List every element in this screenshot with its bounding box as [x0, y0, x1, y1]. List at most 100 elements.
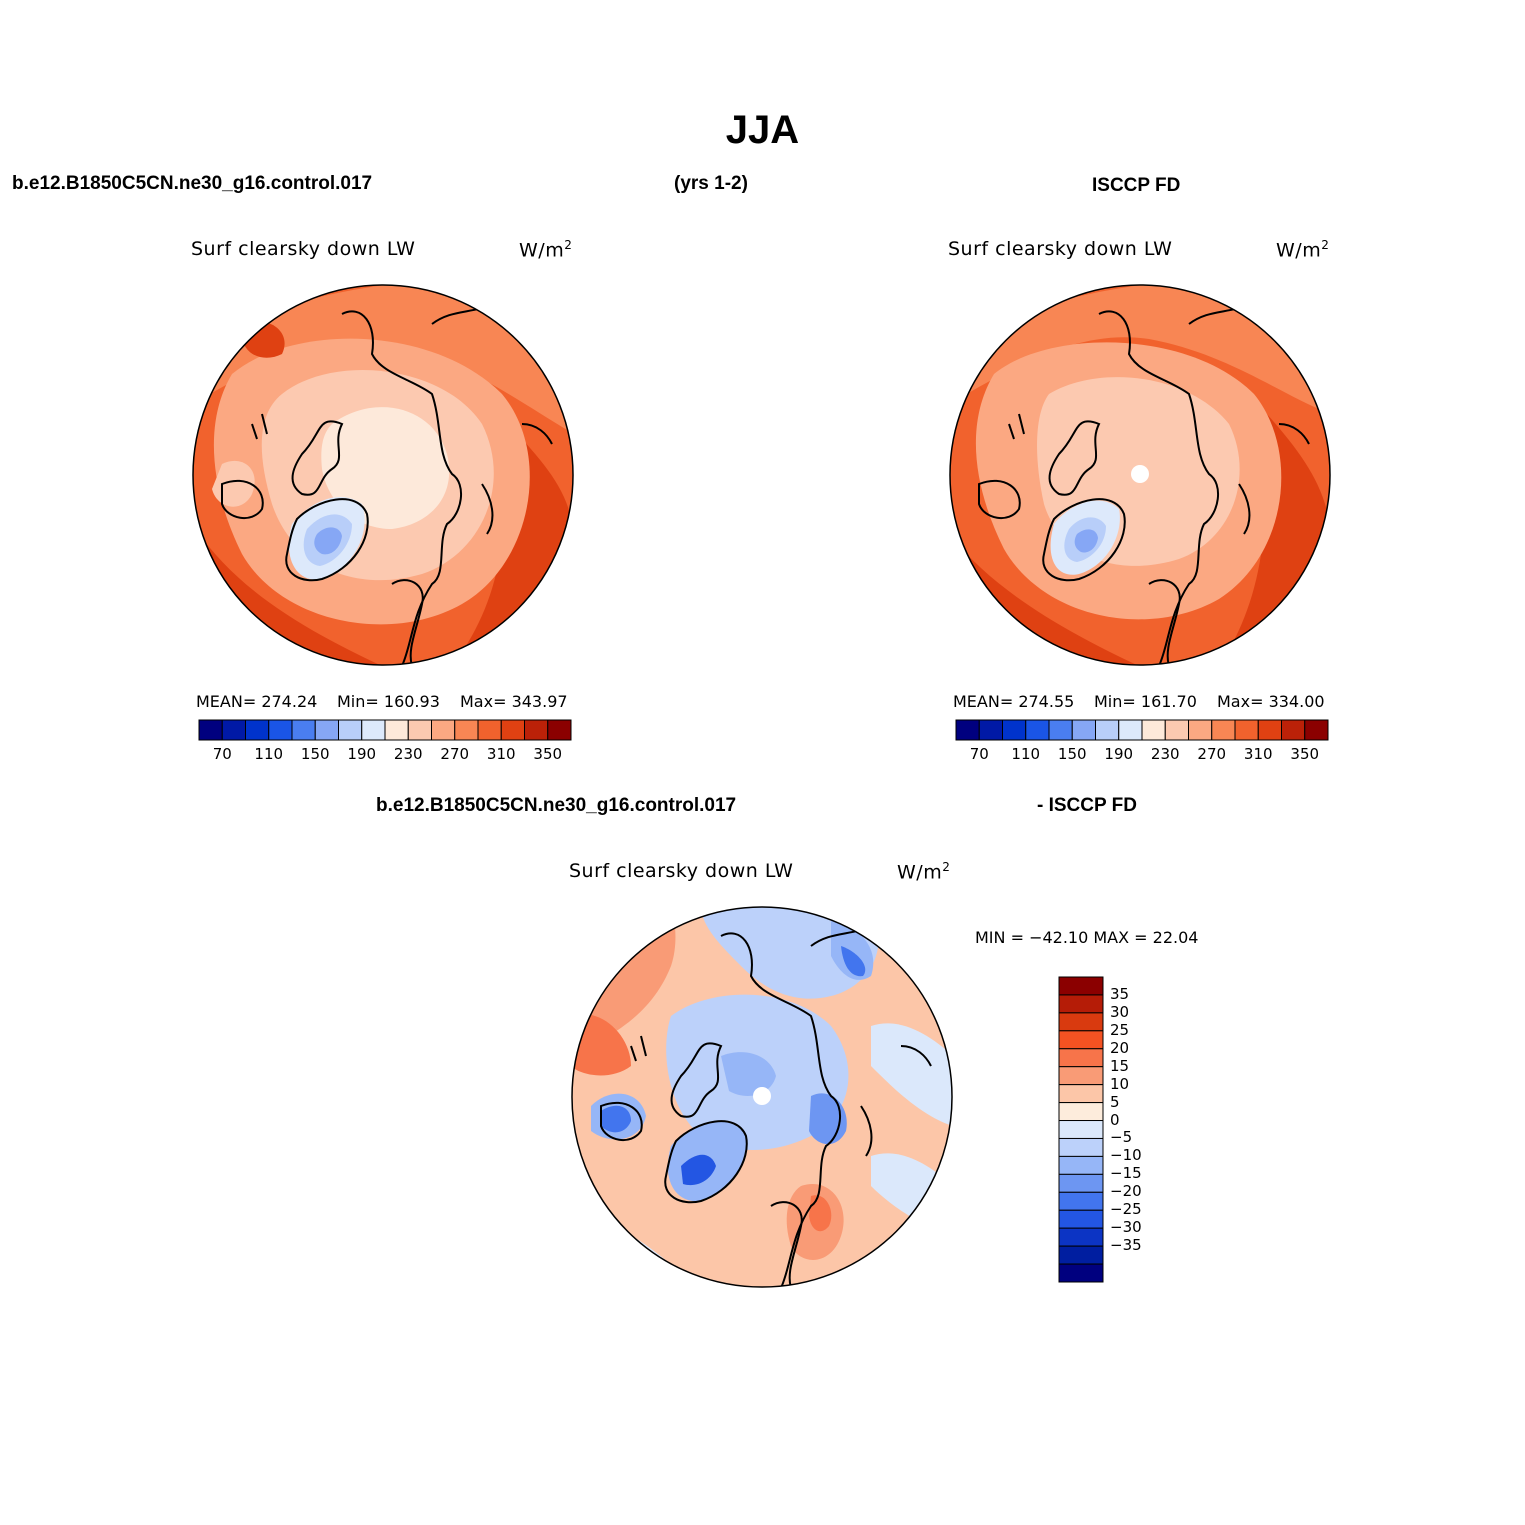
- minmax-bottom: MIN = −42.10 MAX = 22.04: [975, 928, 1199, 947]
- colorbar-tick-label: 270: [1197, 745, 1227, 763]
- colorbar-swatch: [1058, 1048, 1104, 1068]
- colorbar-swatch: [1058, 1012, 1104, 1032]
- colorbar-swatch: [1058, 1066, 1104, 1086]
- colorbar-tick-label: 30: [1110, 1002, 1130, 1021]
- colorbar-swatch: [221, 719, 246, 741]
- colorbar-tick-label: −25: [1110, 1200, 1142, 1219]
- stats-left-mean: MEAN= 274.24: [196, 692, 318, 711]
- colorbar-tick-label: 150: [1057, 745, 1087, 763]
- case-label-right: ISCCP FD: [1092, 175, 1181, 196]
- colorbar-swatch: [1071, 719, 1096, 741]
- colorbar-swatch: [1058, 1209, 1104, 1229]
- colorbar-tick-label: 0: [1110, 1110, 1120, 1129]
- colorbar-tick-label: 230: [1150, 745, 1180, 763]
- colorbar-swatch: [1058, 1227, 1104, 1247]
- colorbar-tick-label: 25: [1110, 1020, 1130, 1039]
- colorbar-swatch: [198, 719, 223, 741]
- colorbar-swatch: [1141, 719, 1166, 741]
- colorbar-swatch: [1058, 1155, 1104, 1175]
- stats-left-min: Min= 160.93: [337, 692, 440, 711]
- colorbar-swatch: [1058, 994, 1104, 1014]
- colorbar-tick-label: −30: [1110, 1218, 1142, 1237]
- colorbar-tick-label: 70: [212, 745, 232, 763]
- units-left-base: W/m: [519, 239, 565, 262]
- stats-right-max: Max= 334.00: [1217, 692, 1325, 711]
- colorbar-swatch: [978, 719, 1003, 741]
- case-label-left: b.e12.B1850C5CN.ne30_g16.control.017: [12, 173, 373, 194]
- colorbar-swatch: [1095, 719, 1120, 741]
- colorbar-tick-label: 310: [1243, 745, 1273, 763]
- units-right-sup: 2: [1321, 238, 1330, 252]
- colorbar-tick-label: 150: [300, 745, 330, 763]
- colorbar-swatch: [477, 719, 502, 741]
- colorbar-swatch: [361, 719, 386, 741]
- colorbar-tick-label: 350: [533, 745, 563, 763]
- colorbar-tick-label: −10: [1110, 1146, 1142, 1165]
- map-obs-right: [949, 284, 1331, 666]
- colorbar-swatch: [524, 719, 549, 741]
- colorbar-swatch: [245, 719, 270, 741]
- colorbar-tick-label: 110: [1011, 745, 1041, 763]
- colorbar-swatch: [1058, 1173, 1104, 1193]
- colorbar-swatch: [1048, 719, 1073, 741]
- plot-title-left: Surf clearsky down LW: [191, 238, 416, 260]
- units-bottom-base: W/m: [897, 861, 943, 884]
- colorbar-swatch: [338, 719, 363, 741]
- units-bottom: W/m2: [897, 860, 950, 883]
- colorbar-swatch: [1058, 1030, 1104, 1050]
- colorbar-tick-label: 15: [1110, 1056, 1130, 1075]
- colorbar-swatch: [1164, 719, 1189, 741]
- units-right-base: W/m: [1276, 239, 1322, 262]
- colorbar-tick-label: 230: [393, 745, 423, 763]
- colorbar-left: [198, 719, 572, 741]
- stats-right-mean: MEAN= 274.55: [953, 692, 1075, 711]
- colorbar-swatch: [1058, 976, 1104, 996]
- map-difference: [571, 906, 953, 1288]
- colorbar-tick-label: 20: [1110, 1038, 1130, 1057]
- plot-title-right: Surf clearsky down LW: [948, 238, 1173, 260]
- colorbar-tick-label: 110: [254, 745, 284, 763]
- colorbar-tick-label: −35: [1110, 1236, 1142, 1255]
- colorbar-swatch: [1118, 719, 1143, 741]
- colorbar-swatch: [1211, 719, 1236, 741]
- colorbar-swatch: [955, 719, 980, 741]
- plot-title-bottom: Surf clearsky down LW: [569, 860, 794, 882]
- colorbar-tick-label: 10: [1110, 1074, 1130, 1093]
- colorbar-swatch: [1058, 1245, 1104, 1265]
- colorbar-swatch: [1058, 1137, 1104, 1157]
- colorbar-difference: [1058, 976, 1104, 1283]
- colorbar-swatch: [1304, 719, 1329, 741]
- units-left: W/m2: [519, 238, 572, 261]
- colorbar-swatch: [1058, 1102, 1104, 1122]
- colorbar-swatch: [454, 719, 479, 741]
- units-left-sup: 2: [564, 238, 573, 252]
- colorbar-tick-label: −15: [1110, 1164, 1142, 1183]
- diff-label: - ISCCP FD: [1037, 795, 1137, 816]
- colorbar-swatch: [431, 719, 456, 741]
- years-label: (yrs 1-2): [674, 173, 748, 194]
- units-right: W/m2: [1276, 238, 1329, 261]
- colorbar-swatch: [1058, 1120, 1104, 1139]
- colorbar-swatch: [1002, 719, 1027, 741]
- colorbar-tick-label: −20: [1110, 1182, 1142, 1201]
- colorbar-swatch: [407, 719, 432, 741]
- colorbar-tick-label: 350: [1290, 745, 1320, 763]
- colorbar-swatch: [314, 719, 339, 741]
- colorbar-swatch: [1058, 1263, 1104, 1283]
- colorbar-tick-label: 190: [1104, 745, 1134, 763]
- colorbar-swatch: [1257, 719, 1282, 741]
- colorbar-swatch: [1058, 1191, 1104, 1211]
- colorbar-swatch: [1025, 719, 1050, 741]
- colorbar-swatch: [291, 719, 316, 741]
- case-label-bottom: b.e12.B1850C5CN.ne30_g16.control.017: [376, 795, 737, 816]
- colorbar-tick-label: 5: [1110, 1092, 1120, 1111]
- stats-right-min: Min= 161.70: [1094, 692, 1197, 711]
- colorbar-swatch: [268, 719, 293, 741]
- colorbar-right: [955, 719, 1329, 741]
- colorbar-swatch: [500, 719, 525, 741]
- colorbar-tick-label: 190: [347, 745, 377, 763]
- colorbar-tick-label: 310: [486, 745, 516, 763]
- figure-title: JJA: [725, 108, 800, 152]
- colorbar-swatch: [547, 719, 572, 741]
- colorbar-swatch: [384, 719, 409, 741]
